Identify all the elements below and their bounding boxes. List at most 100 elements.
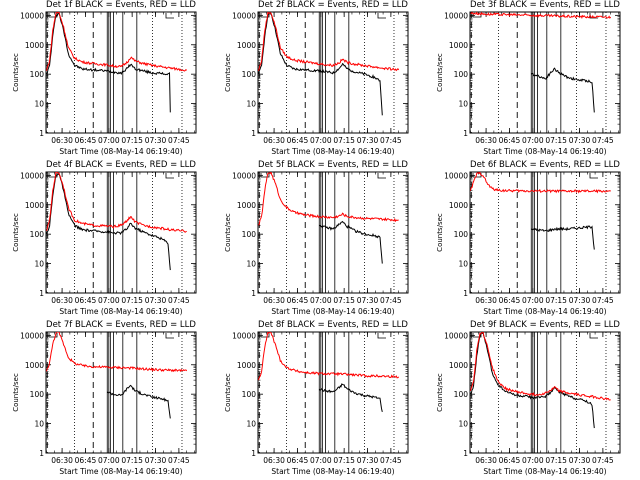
x-tick-label: 07:15 bbox=[333, 456, 355, 465]
x-tick-label: 07:15 bbox=[121, 456, 143, 465]
panel-det-7f: Det 7f BLACK = Events, RED = LLD 1 10 100 10… bbox=[12, 320, 197, 476]
x-tick-label: 07:45 bbox=[592, 296, 614, 305]
x-tick-label: 06:30 bbox=[475, 456, 497, 465]
x-axis-label: Start Time (08-May-14 06:19:40) bbox=[59, 307, 182, 316]
corner-glyph-right bbox=[589, 13, 598, 19]
y-axis-label: Counts/sec bbox=[224, 373, 232, 412]
x-tick-label: 07:00 bbox=[522, 296, 544, 305]
plot-frame bbox=[257, 11, 409, 134]
x-axis-label: Start Time (08-May-14 06:19:40) bbox=[483, 307, 606, 316]
x-tick-label: 07:00 bbox=[522, 456, 544, 465]
x-tick-label: 07:00 bbox=[98, 456, 120, 465]
x-tick-label: 06:30 bbox=[475, 136, 497, 145]
x-tick-label: 06:45 bbox=[75, 136, 97, 145]
lld-series-line bbox=[470, 12, 612, 20]
y-tick-label: 10000 bbox=[444, 331, 468, 340]
y-tick-label: 1000 bbox=[25, 201, 44, 210]
x-tick-label: 07:45 bbox=[592, 136, 614, 145]
panel-det-2f: Det 2f BLACK = Events, RED = LLD 1 10 100 10… bbox=[224, 0, 409, 156]
x-tick-label: 06:30 bbox=[51, 296, 73, 305]
panel-title: Det 5f BLACK = Events, RED = LLD bbox=[258, 160, 408, 170]
y-axis-label: Counts/sec bbox=[436, 53, 444, 92]
y-tick-label: 1000 bbox=[449, 201, 468, 210]
lld-series-line bbox=[46, 172, 187, 233]
y-axis-label: Counts/sec bbox=[12, 373, 20, 412]
corner-glyph-right bbox=[589, 173, 598, 179]
lld-series-line bbox=[258, 172, 399, 226]
panel-det-8f: Det 8f BLACK = Events, RED = LLD 1 10 100 10… bbox=[224, 320, 409, 476]
x-tick-label: 06:30 bbox=[475, 296, 497, 305]
y-tick-label: 1 bbox=[251, 449, 256, 458]
corner-glyph-right bbox=[589, 333, 598, 339]
y-tick-label: 10000 bbox=[20, 171, 44, 180]
events-series-line bbox=[318, 383, 383, 413]
corner-glyph-right bbox=[165, 173, 174, 179]
plot-frame bbox=[257, 171, 409, 294]
plot-frame bbox=[45, 171, 197, 294]
x-axis-label: Start Time (08-May-14 06:19:40) bbox=[59, 467, 182, 476]
y-tick-label: 1 bbox=[251, 289, 256, 298]
y-tick-label: 100 bbox=[30, 390, 45, 399]
x-tick-label: 07:15 bbox=[545, 296, 567, 305]
y-tick-label: 10 bbox=[34, 260, 44, 269]
y-tick-label: 100 bbox=[30, 70, 45, 79]
y-tick-label: 100 bbox=[242, 230, 257, 239]
plot-area bbox=[46, 12, 187, 133]
x-tick-label: 07:15 bbox=[333, 136, 355, 145]
panel-det-3f: Det 3f BLACK = Events, RED = LLD 1 10 100 10… bbox=[436, 0, 621, 156]
lld-series-line bbox=[470, 172, 611, 194]
x-axis-label: Start Time (08-May-14 06:19:40) bbox=[271, 147, 394, 156]
x-tick-label: 07:00 bbox=[98, 136, 120, 145]
lld-series-line bbox=[46, 332, 188, 373]
y-tick-label: 1000 bbox=[25, 41, 44, 50]
x-tick-label: 07:00 bbox=[310, 136, 332, 145]
corner-glyph-right bbox=[165, 13, 174, 19]
y-tick-label: 1 bbox=[463, 289, 468, 298]
y-tick-label: 1 bbox=[39, 129, 44, 138]
y-tick-label: 10 bbox=[34, 100, 44, 109]
x-tick-label: 06:45 bbox=[499, 136, 521, 145]
y-tick-label: 1000 bbox=[25, 361, 44, 370]
plot-frame bbox=[45, 11, 197, 134]
events-series-line bbox=[46, 172, 171, 271]
plot-area bbox=[258, 332, 400, 453]
x-tick-label: 07:45 bbox=[168, 296, 190, 305]
y-tick-label: 10 bbox=[246, 100, 256, 109]
y-axis-label: Counts/sec bbox=[224, 213, 232, 252]
plot-frame bbox=[257, 331, 409, 454]
x-axis-label: Start Time (08-May-14 06:19:40) bbox=[271, 467, 394, 476]
corner-glyph-right bbox=[377, 333, 386, 339]
panel-title: Det 4f BLACK = Events, RED = LLD bbox=[46, 160, 196, 170]
x-axis-label: Start Time (08-May-14 06:19:40) bbox=[483, 467, 606, 476]
y-tick-label: 100 bbox=[30, 230, 45, 239]
panel-det-5f: Det 5f BLACK = Events, RED = LLD 1 10 100 10… bbox=[224, 160, 409, 316]
x-tick-label: 07:15 bbox=[545, 456, 567, 465]
plot-area bbox=[470, 332, 611, 453]
events-series-line bbox=[531, 225, 595, 250]
panel-title: Det 6f BLACK = Events, RED = LLD bbox=[470, 160, 620, 170]
x-tick-label: 06:45 bbox=[287, 136, 309, 145]
y-tick-label: 1 bbox=[463, 449, 468, 458]
plot-frame bbox=[45, 331, 197, 454]
y-tick-label: 100 bbox=[242, 390, 257, 399]
x-tick-label: 07:15 bbox=[121, 296, 143, 305]
x-tick-label: 07:45 bbox=[592, 456, 614, 465]
x-tick-label: 06:45 bbox=[499, 296, 521, 305]
y-tick-label: 10 bbox=[458, 100, 468, 109]
panel-det-9f: Det 9f BLACK = Events, RED = LLD 1 10 100 10… bbox=[436, 320, 621, 476]
panel-det-1f: Det 1f BLACK = Events, RED = LLD 1 10 100 10… bbox=[12, 0, 197, 156]
plot-frame bbox=[469, 11, 621, 134]
x-tick-label: 07:30 bbox=[145, 296, 167, 305]
y-tick-label: 100 bbox=[454, 70, 469, 79]
events-series-line bbox=[319, 220, 383, 264]
x-tick-label: 07:00 bbox=[310, 456, 332, 465]
y-tick-label: 10000 bbox=[232, 331, 256, 340]
x-tick-label: 06:45 bbox=[287, 456, 309, 465]
plot-area bbox=[258, 172, 399, 293]
x-tick-label: 06:30 bbox=[263, 456, 285, 465]
x-tick-label: 07:45 bbox=[380, 456, 402, 465]
x-tick-label: 06:45 bbox=[75, 456, 97, 465]
y-axis-label: Counts/sec bbox=[436, 373, 444, 412]
panel-title: Det 9f BLACK = Events, RED = LLD bbox=[470, 320, 620, 330]
